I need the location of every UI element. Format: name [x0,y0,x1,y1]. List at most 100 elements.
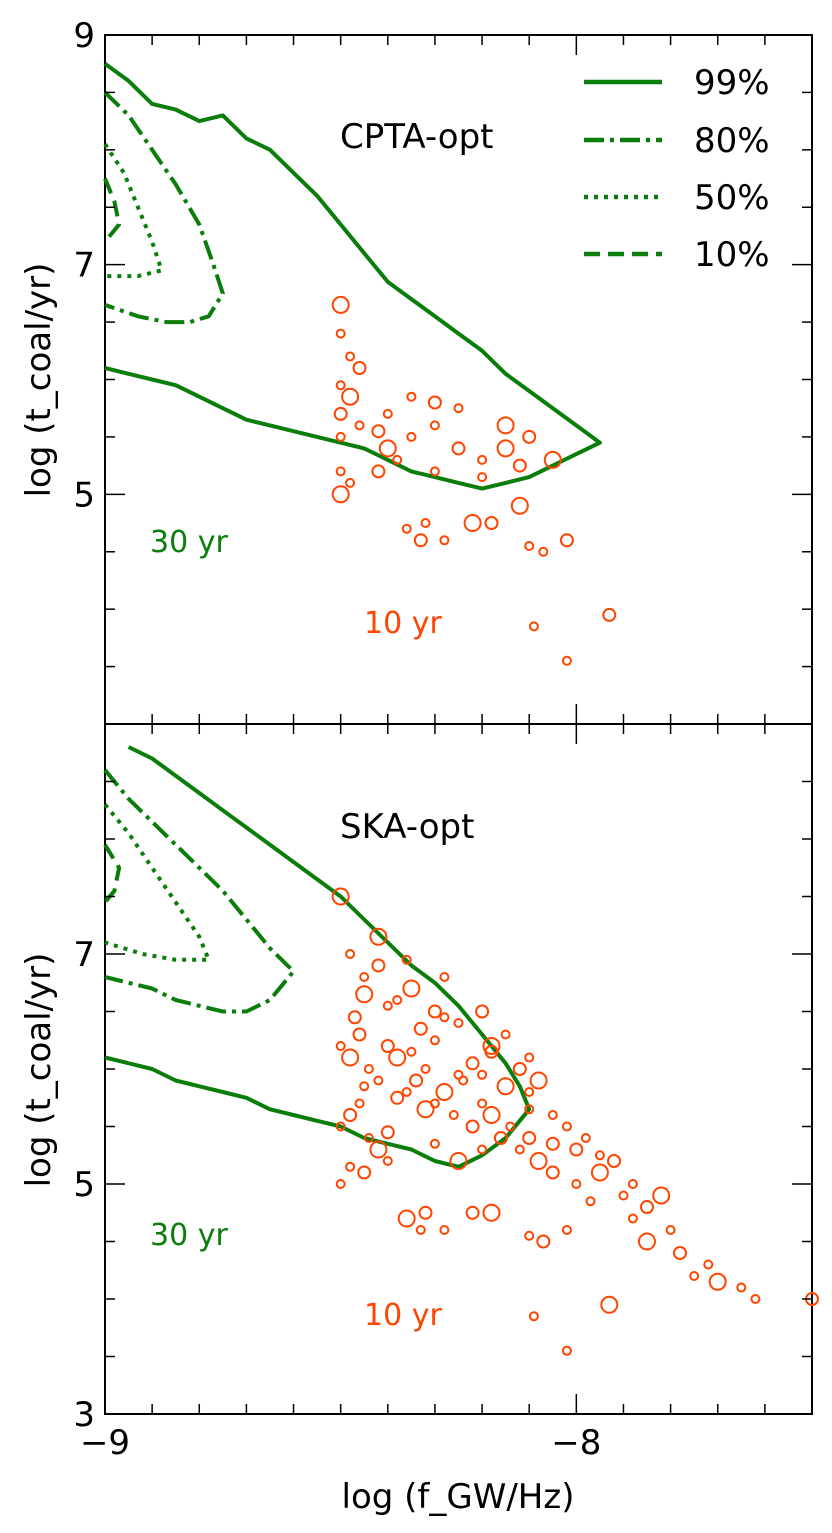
data-point [545,1165,560,1180]
data-point [640,1200,654,1214]
x-tick-label: −9 [80,1423,130,1463]
data-point [429,420,440,431]
data-point [335,1179,346,1189]
annotation-10yr: 10 yr [364,606,442,641]
y-tick-label: 9 [73,16,95,56]
legend-label-80: 80% [694,121,770,161]
panel-cpta: 3579 CPTA-opt 30 yr 10 yr log (t_coal/yr… [19,16,813,725]
data-point [397,1209,416,1228]
data-point [493,1131,508,1145]
panel-title: SKA-opt [340,807,474,847]
legend-label-50: 50% [694,178,770,218]
legend: 99% 80% 50% 10% [584,63,770,275]
data-point [453,1069,464,1080]
data-point [524,1052,535,1063]
data-point [750,1294,761,1304]
data-point [736,1282,747,1293]
y-tick-label: 3 [73,1395,95,1435]
annotation-30yr: 30 yr [150,1218,228,1253]
data-point [618,1190,629,1201]
data-point [585,1196,596,1207]
data-point [627,1179,638,1189]
data-point [359,972,370,982]
data-point [345,1161,356,1172]
data-point [335,431,346,442]
data-point [331,887,350,906]
y-tick-label: 5 [73,1165,95,1205]
x-tick-label: −8 [551,1423,601,1463]
data-point [482,1203,501,1222]
data-point [392,995,403,1005]
data-point [335,328,346,339]
data-point [453,403,464,414]
contour-80 [103,90,225,325]
data-point [482,1106,501,1124]
data-point [524,1230,535,1241]
data-point [335,380,346,391]
data-point [627,1213,638,1224]
data-point [465,1119,480,1134]
legend-label-10: 10% [694,235,770,275]
data-point [345,949,356,959]
data-point [652,1186,671,1205]
contour-99 [104,745,532,1169]
data-point [413,1021,428,1036]
data-point [536,1234,551,1249]
data-point [590,1163,609,1182]
data-point [357,1165,372,1180]
points-layer [331,887,819,1356]
data-point [449,1152,468,1170]
data-point [477,472,488,483]
data-point [429,466,440,477]
data-point [500,1029,511,1040]
data-point [413,533,428,548]
data-point [333,406,348,421]
data-point [406,431,417,442]
data-point [406,1046,417,1057]
data-point [594,1150,605,1161]
data-point [439,1225,450,1235]
data-point [439,972,450,982]
data-point [354,1098,365,1109]
data-point [708,1272,727,1291]
panel-title: CPTA-opt [340,117,494,157]
points-layer [331,295,617,666]
y-axis-label: log (t_coal/yr) [19,953,59,1188]
data-point [522,429,537,444]
data-point [528,1311,539,1322]
data-point [522,1131,537,1145]
data-point [510,496,529,515]
data-point [378,439,397,458]
data-point [355,985,374,1004]
data-point [477,1098,488,1109]
x-axis-label: log (f_GW/Hz) [342,1477,575,1517]
data-point [402,979,421,998]
data-point [380,1039,395,1053]
data-point [347,1010,362,1025]
data-point [380,1125,395,1140]
data-point [453,1018,464,1028]
annotation-30yr: 30 yr [150,525,228,560]
contours-layer [103,62,602,491]
data-point [559,533,574,548]
data-point [529,1071,548,1090]
data-point [382,1000,393,1011]
data-point [345,477,356,488]
data-point [561,655,572,666]
data-point [665,1225,676,1235]
data-point [369,927,388,946]
data-point [569,1142,584,1157]
data-point [477,1144,488,1155]
data-point [427,395,442,410]
data-point [524,1087,535,1097]
data-point [388,1048,407,1067]
data-point [427,1004,442,1019]
data-point [439,535,450,546]
data-point [401,954,412,965]
data-point [401,1087,412,1097]
data-point [429,1138,440,1149]
data-point [448,1110,459,1120]
data-point [420,1064,431,1074]
data-point [335,1041,346,1051]
